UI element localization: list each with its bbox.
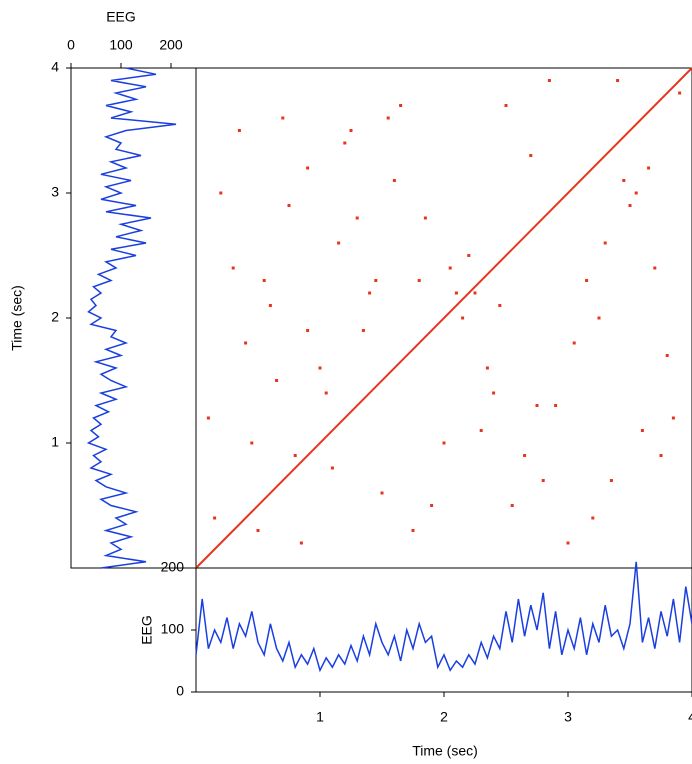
- data-line: [195, 561, 692, 673]
- y-tick-label: 2: [51, 309, 59, 325]
- recurrence-point: [566, 541, 570, 545]
- recurrence-point: [368, 291, 372, 295]
- y-tick-label: 100: [161, 621, 185, 637]
- recurrence-point: [380, 491, 384, 495]
- recurrence-point: [361, 329, 365, 332]
- recurrence-point: [572, 341, 576, 345]
- recurrence-point: [498, 304, 502, 307]
- recurrence-point: [603, 241, 607, 245]
- recurrence-point: [504, 104, 508, 107]
- y-tick-label: 200: [161, 559, 185, 575]
- recurrence-point: [299, 541, 303, 545]
- recurrence-point: [268, 304, 272, 307]
- recurrence-point: [250, 441, 254, 445]
- recurrence-point: [349, 129, 353, 132]
- recurrence-point: [231, 266, 235, 270]
- recurrence-point: [640, 429, 644, 432]
- recurrence-point: [442, 441, 446, 445]
- recurrence-point: [485, 366, 489, 370]
- recurrence-point: [535, 404, 539, 407]
- recurrence-point: [622, 179, 626, 182]
- data-line: [86, 67, 177, 569]
- recurrence-point: [554, 404, 558, 407]
- data-line: [195, 67, 692, 569]
- recurrence-point: [609, 479, 613, 482]
- recurrence-point: [287, 204, 291, 207]
- plot-frame: [70, 67, 197, 569]
- recurrence-point: [448, 266, 452, 270]
- recurrence-point: [454, 291, 458, 295]
- recurrence-point: [430, 504, 434, 507]
- recurrence-point: [597, 316, 601, 320]
- recurrence-point: [653, 266, 657, 270]
- y-tick-label: 0: [176, 683, 184, 699]
- recurrence-point: [529, 154, 533, 157]
- recurrence-point: [392, 179, 396, 182]
- recurrence-point: [461, 316, 465, 320]
- recurrence-point: [213, 516, 217, 520]
- recurrence-point: [510, 504, 514, 507]
- recurrence-point: [479, 429, 483, 432]
- x-tick-label: 200: [159, 37, 183, 53]
- recurrence-point: [343, 141, 347, 145]
- bottom-y-label: EEG: [139, 615, 155, 645]
- x-tick-label: 100: [109, 37, 133, 53]
- recurrence-point: [417, 279, 421, 282]
- recurrence-point: [671, 416, 675, 420]
- recurrence-point: [275, 379, 279, 382]
- x-tick-label: 0: [67, 37, 75, 53]
- left-x-label: EEG: [106, 9, 136, 25]
- recurrence-point: [355, 216, 359, 220]
- recurrence-point: [374, 279, 378, 282]
- recurrence-point: [206, 416, 210, 420]
- y-tick-label: 1: [51, 434, 59, 450]
- recurrence-point: [585, 279, 589, 282]
- recurrence-point: [262, 279, 266, 282]
- recurrence-point: [473, 291, 477, 295]
- recurrence-point: [591, 516, 595, 520]
- recurrence-point: [337, 241, 341, 245]
- recurrence-point: [678, 91, 682, 95]
- recurrence-point: [293, 454, 297, 457]
- recurrence-point: [541, 479, 545, 482]
- recurrence-point: [306, 166, 310, 170]
- recurrence-point: [324, 391, 328, 395]
- recurrence-point: [467, 254, 471, 257]
- recurrence-point: [399, 104, 403, 107]
- recurrence-point: [492, 391, 496, 395]
- x-tick-label: 1: [316, 709, 324, 725]
- recurrence-point: [318, 366, 322, 370]
- recurrence-point: [256, 529, 260, 532]
- recurrence-point: [547, 79, 551, 82]
- recurrence-point: [244, 341, 248, 345]
- recurrence-point: [306, 329, 310, 332]
- recurrence-point: [411, 529, 415, 532]
- recurrence-point: [237, 129, 241, 132]
- x-tick-label: 4: [688, 709, 692, 725]
- x-tick-label: 2: [440, 709, 448, 725]
- recurrence-point: [659, 454, 663, 457]
- recurrence-point: [647, 166, 651, 170]
- recurrence-point: [219, 191, 223, 195]
- recurrence-point: [616, 79, 620, 82]
- left-y-label: Time (sec): [9, 285, 25, 351]
- y-tick-label: 4: [51, 59, 59, 75]
- recurrence-point: [386, 116, 390, 120]
- recurrence-point: [330, 466, 334, 470]
- recurrence-point: [281, 116, 285, 120]
- recurrence-point: [628, 204, 632, 207]
- recurrence-point: [634, 191, 638, 195]
- x-tick-label: 3: [564, 709, 572, 725]
- y-tick-label: 3: [51, 184, 59, 200]
- recurrence-point: [423, 216, 427, 220]
- bottom-x-label: Time (sec): [412, 743, 478, 759]
- recurrence-point: [665, 354, 669, 357]
- recurrence-point: [523, 454, 527, 457]
